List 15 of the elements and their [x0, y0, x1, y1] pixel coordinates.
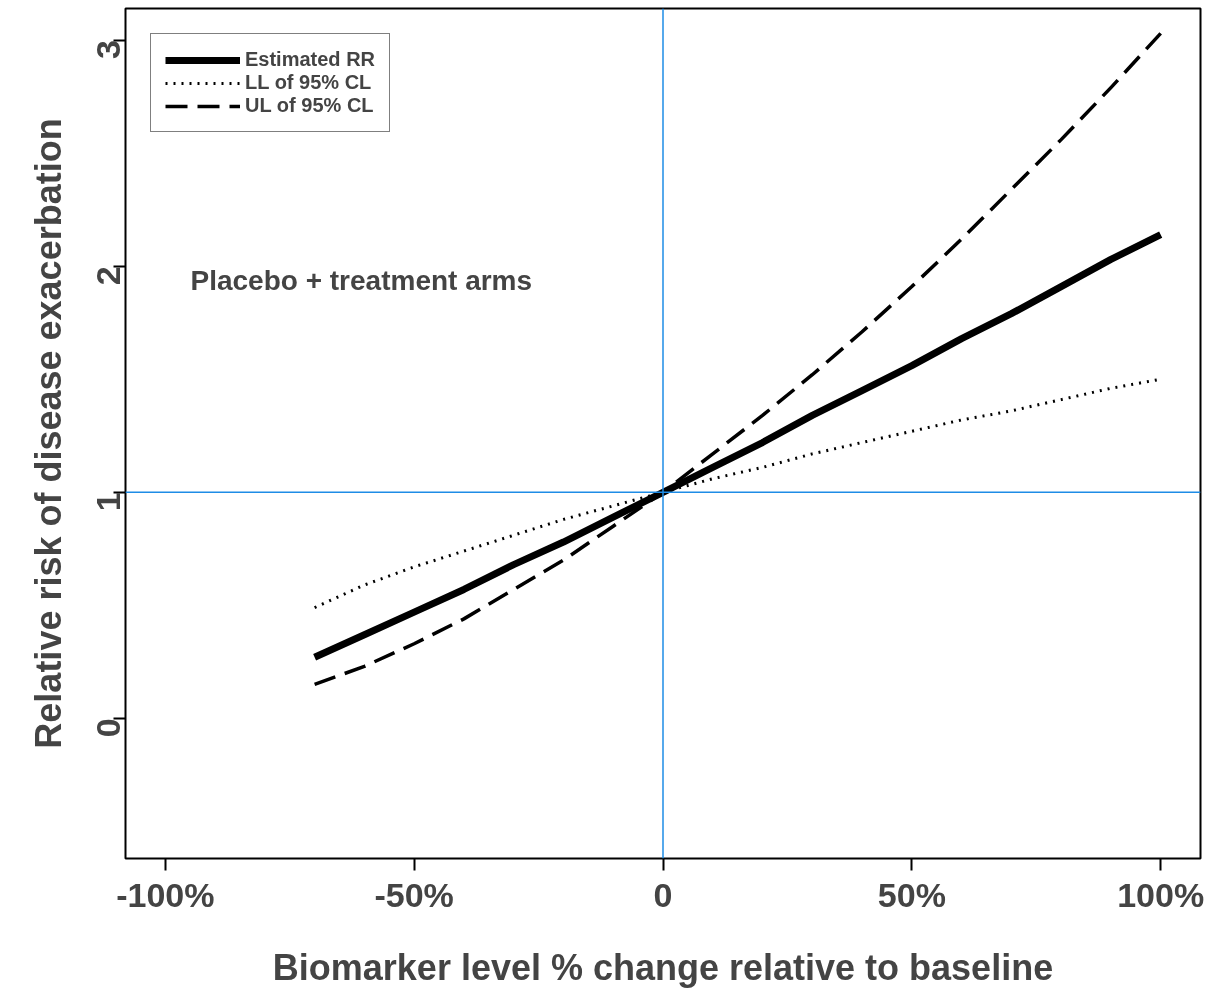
- x-tick-label: 0: [653, 875, 673, 914]
- legend-label: Estimated RR: [245, 48, 376, 71]
- x-tick-label: -100%: [116, 875, 215, 914]
- legend-label: UL of 95% CL: [245, 94, 374, 117]
- legend-label: LL of 95% CL: [245, 71, 372, 94]
- y-tick-label: 3: [89, 40, 127, 60]
- x-tick-label: -50%: [374, 875, 454, 914]
- x-tick-label: 50%: [877, 875, 946, 914]
- y-axis-title: Relative risk of disease exacerbation: [27, 118, 69, 749]
- y-tick-label: 1: [89, 492, 127, 512]
- x-axis-title: Biomarker level % change relative to baseline: [272, 946, 1054, 988]
- y-tick-label: 0: [89, 718, 127, 738]
- annotation: Placebo + treatment arms: [190, 265, 533, 296]
- y-tick-label: 2: [89, 266, 127, 286]
- x-tick-label: 100%: [1117, 875, 1205, 914]
